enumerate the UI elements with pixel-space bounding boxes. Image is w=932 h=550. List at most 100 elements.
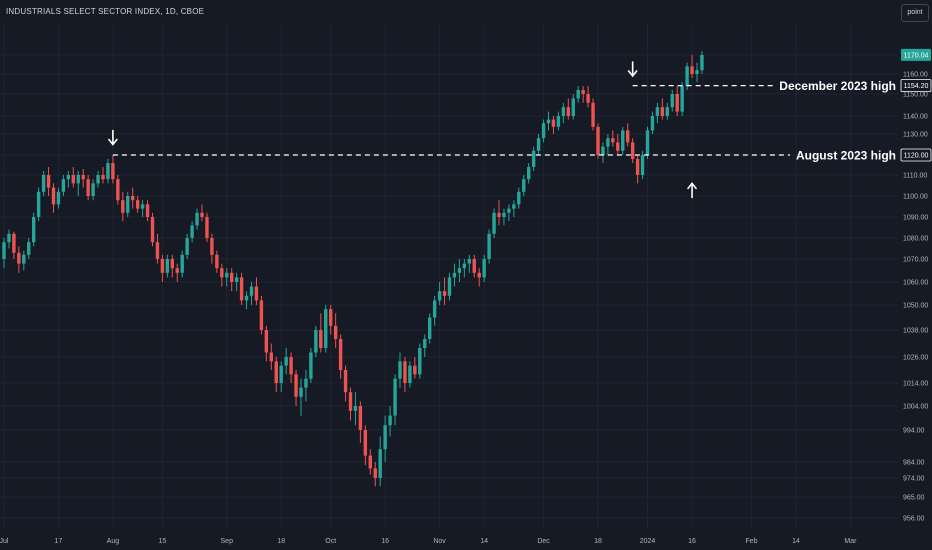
candle [541, 119, 546, 143]
candle [165, 254, 170, 278]
candle [655, 102, 660, 124]
candle-body [309, 352, 313, 379]
candle-body [230, 272, 234, 282]
candle-body [234, 277, 239, 282]
candle-body [314, 330, 318, 353]
time-axis[interactable]: Jul 17 Aug 15 Sep 18 Oct 16 Nov 14 Dec 18 2024 16 Feb 1… [0, 538, 857, 545]
candle-body [616, 142, 620, 151]
candle-body [358, 406, 363, 430]
candle [239, 272, 244, 305]
candle [299, 378, 303, 416]
candle-body [611, 138, 615, 143]
candle [96, 171, 100, 188]
y-tick-label: 1090.00 [903, 215, 928, 222]
candle [220, 263, 224, 287]
candle [551, 116, 556, 134]
candle [249, 282, 254, 305]
candle [378, 436, 382, 487]
candle [279, 361, 283, 393]
x-tick-label: Feb [745, 538, 757, 545]
candle [71, 167, 75, 188]
candle [210, 233, 214, 264]
candle [234, 272, 239, 292]
candle [314, 325, 318, 357]
candle-body [492, 212, 496, 234]
candle [492, 208, 496, 238]
candle [329, 305, 333, 335]
candle [17, 246, 21, 273]
candle [630, 138, 635, 163]
candle-body [239, 277, 244, 301]
candle [111, 155, 115, 184]
candle [591, 98, 595, 131]
candle [135, 196, 140, 213]
candle [413, 357, 417, 379]
candle-body [393, 378, 397, 416]
candle-body [32, 217, 36, 243]
grid [0, 22, 898, 530]
candle-body [269, 352, 273, 362]
candle [333, 313, 338, 348]
candle [155, 233, 160, 264]
x-tick-label: 17 [55, 538, 63, 545]
candle [467, 254, 471, 273]
candle [368, 449, 372, 475]
candle-body [413, 365, 417, 375]
price-tag: 1120.00 [900, 148, 932, 162]
candle [462, 259, 467, 278]
candle [41, 171, 46, 196]
candle [403, 357, 407, 393]
candle-body [507, 208, 511, 213]
candle-body [606, 138, 610, 147]
candle-body [2, 242, 6, 259]
candle [457, 259, 462, 282]
candle-body [472, 259, 476, 273]
candle [556, 111, 561, 131]
candle-body [36, 191, 41, 217]
y-tick-label: 1080.00 [903, 236, 928, 243]
candle-body [101, 175, 105, 180]
level-annotation: December 2023 high [779, 79, 896, 93]
candle [225, 268, 229, 287]
candle-body [388, 415, 392, 426]
candle-body [541, 123, 546, 139]
candle-body [368, 455, 372, 469]
candle [131, 187, 135, 209]
candle [452, 263, 457, 287]
price-tag: 1170.04 [901, 48, 931, 61]
price-axis[interactable]: 956.00 965.00 974.00 984.00 994.00 1004.00 101… [903, 53, 928, 523]
candle [670, 90, 674, 112]
arrow-down-icon [627, 61, 638, 78]
candle [576, 86, 580, 103]
x-tick-label: 16 [381, 538, 389, 545]
candle-body [46, 175, 51, 188]
y-tick-label: 1140.00 [903, 114, 928, 121]
candle-body [695, 70, 699, 74]
x-tick-label: 14 [480, 538, 488, 545]
candle [596, 123, 600, 159]
candle [418, 343, 422, 379]
candle-body [165, 259, 170, 273]
candle-body [700, 55, 704, 71]
candle [497, 200, 501, 226]
candle [230, 268, 234, 292]
candle [81, 169, 85, 188]
candle-body [665, 107, 669, 116]
x-tick-label: Jul [0, 538, 9, 545]
candle-body [106, 163, 110, 180]
candle [116, 175, 120, 205]
candle [586, 86, 590, 108]
x-tick-label: Oct [325, 538, 336, 545]
price-tags: 1170.04 1154.20 1120.00 [900, 48, 932, 162]
candle-body [111, 163, 115, 180]
candle [383, 415, 387, 462]
point-button[interactable]: point [901, 4, 929, 22]
candle-body [180, 254, 184, 273]
chart-title: INDUSTRIALS SELECT SECTOR INDEX, 1D, CBO… [6, 7, 205, 16]
candle-body [551, 119, 556, 127]
candle-body [581, 90, 585, 94]
candle-body [428, 317, 432, 339]
level-annotation: August 2023 high [796, 149, 896, 163]
candle [611, 130, 615, 147]
